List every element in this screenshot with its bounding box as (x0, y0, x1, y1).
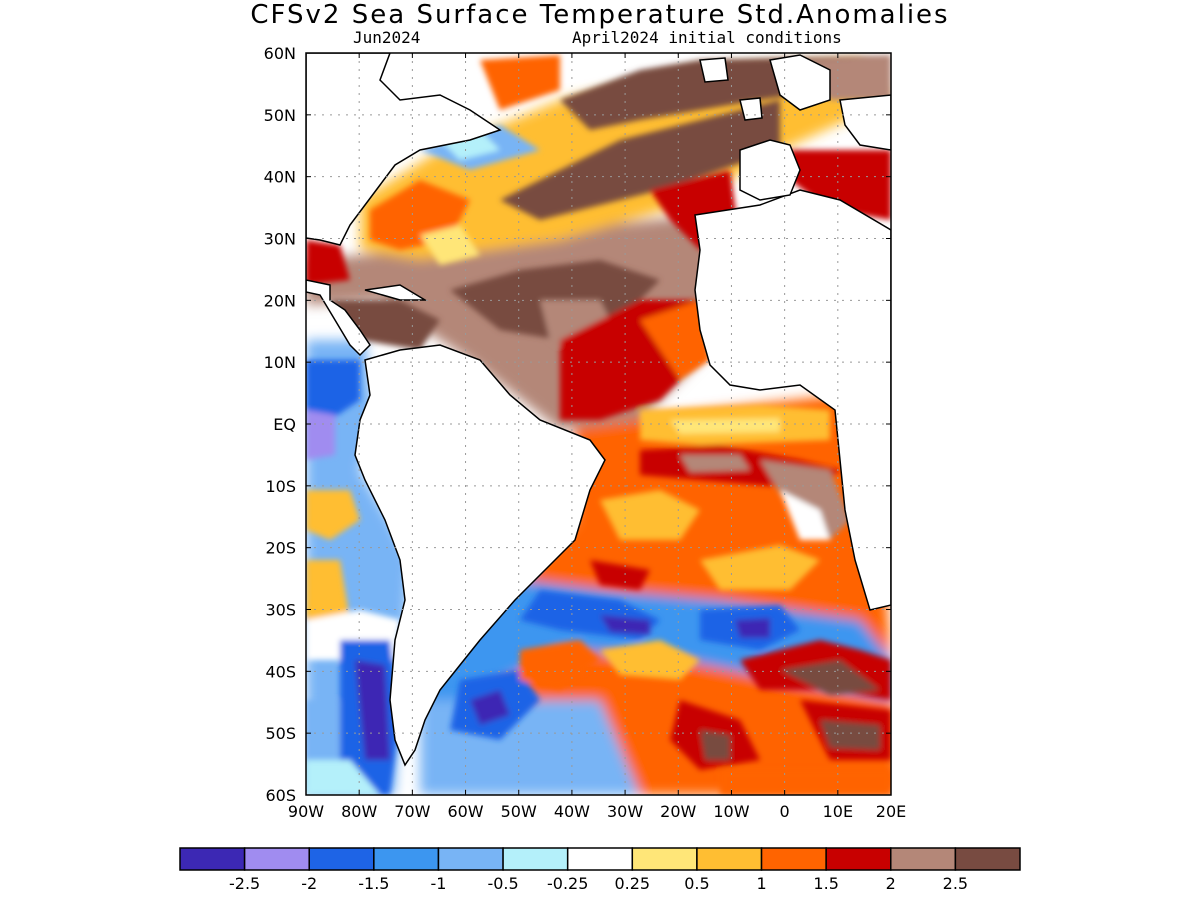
colorbar-label: 0.5 (684, 874, 709, 893)
lat-label: EQ (273, 415, 296, 434)
colorbar-label: 2 (886, 874, 896, 893)
lon-label: 20E (876, 802, 906, 821)
lon-label: 60W (447, 802, 483, 821)
colorbar-label: -1.5 (358, 874, 389, 893)
colorbar-label: 1 (756, 874, 766, 893)
colorbar-swatch (243, 847, 310, 871)
lon-label: 10E (823, 802, 853, 821)
continents (306, 53, 891, 767)
anomaly-field (306, 53, 891, 795)
colorbar-swatch (179, 847, 246, 871)
lat-label: 20S (265, 539, 296, 558)
colorbar-swatch (308, 847, 375, 871)
forecast-month-label: Jun2024 (353, 28, 421, 47)
colorbar-label: 2.5 (943, 874, 968, 893)
lat-label: 40S (265, 662, 296, 681)
lat-label: 10N (264, 353, 296, 372)
lat-label: 10S (265, 477, 296, 496)
colorbar-label: -1 (430, 874, 446, 893)
colorbar-label: -2 (301, 874, 317, 893)
lat-label: 50N (264, 106, 296, 125)
colorbar-swatch (760, 847, 827, 871)
latitude-labels: 60N 50N 40N 30N 20N 10N EQ 10S 20S 30S 40S 50S 60S (264, 44, 891, 805)
lon-label: 10W (713, 802, 749, 821)
graticule (306, 53, 891, 795)
lon-label: 90W (288, 802, 324, 821)
colorbar-label: 0.25 (614, 874, 650, 893)
colorbar-swatch (566, 847, 634, 871)
map-title: CFSv2 Sea Surface Temperature Std.Anomal… (250, 0, 950, 30)
lon-label: 80W (341, 802, 377, 821)
colorbar-swatch (825, 847, 892, 871)
lat-label: 20N (264, 291, 296, 310)
colorbar-swatch (437, 847, 504, 871)
lat-label: 30S (265, 601, 296, 620)
lon-label: 20W (660, 802, 696, 821)
colorbar-swatch (373, 847, 440, 871)
colorbar-label: 1.5 (813, 874, 838, 893)
lon-label: 30W (607, 802, 643, 821)
lon-label: 0 (780, 802, 790, 821)
colorbar-swatch (954, 847, 1021, 871)
colorbar-swatch (696, 847, 763, 871)
longitude-labels: 90W 80W 70W 60W 50W 40W 30W 20W 10W 0 10E 20E (288, 53, 906, 821)
colorbar-label: -2.5 (229, 874, 260, 893)
initial-conditions-label: April2024 initial conditions (572, 28, 842, 47)
lat-label: 60S (265, 786, 296, 805)
lat-label: 40N (264, 168, 296, 187)
colorbar (179, 847, 1021, 871)
colorbar-swatch (890, 847, 957, 871)
colorbar-label: -0.5 (487, 874, 518, 893)
lat-label: 50S (265, 724, 296, 743)
colorbar-label: -0.25 (547, 874, 588, 893)
colorbar-swatch (502, 847, 569, 871)
lon-label: 70W (394, 802, 430, 821)
lon-label: 40W (554, 802, 590, 821)
lat-label: 60N (264, 44, 296, 63)
lat-label: 30N (264, 230, 296, 249)
colorbar-swatch (631, 847, 698, 871)
colorbar-labels: -2.5 -2 -1.5 -1 -0.5 -0.25 0.25 0.5 1 1.5 2 2.5 (229, 874, 968, 893)
lon-label: 50W (501, 802, 537, 821)
